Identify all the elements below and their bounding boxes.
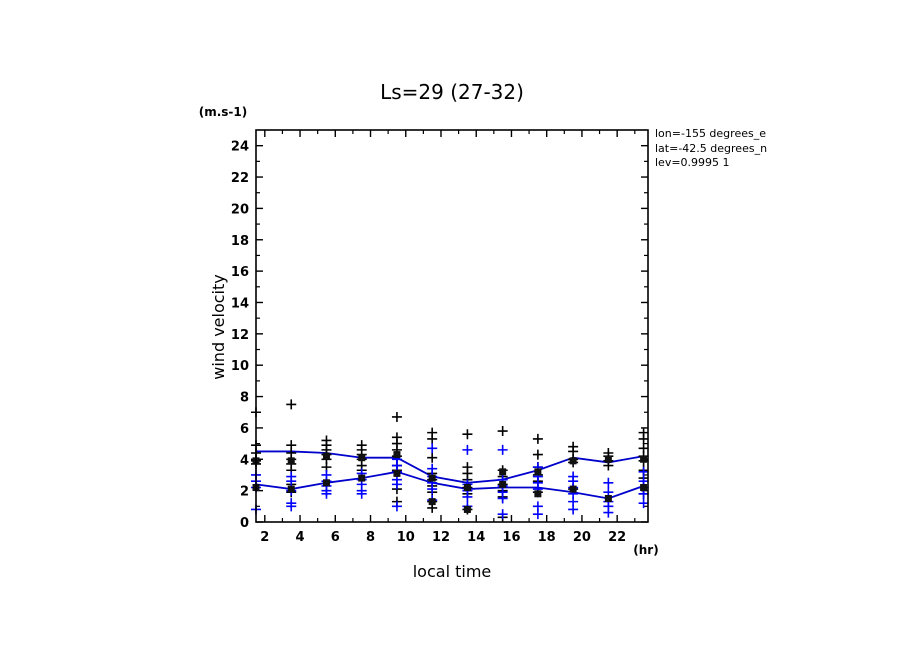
square-marker [287, 457, 295, 465]
square-marker [640, 484, 648, 492]
y-tick-label: 6 [240, 422, 249, 437]
plus-marker [638, 466, 649, 477]
y-tick-label: 20 [231, 202, 249, 217]
y-tick-label: 12 [231, 328, 249, 343]
square-marker [569, 485, 577, 493]
square-marker [463, 484, 471, 492]
x-tick-label: 18 [538, 530, 556, 545]
plus-marker [321, 488, 332, 499]
y-tick-label: 24 [231, 140, 249, 155]
plus-marker [638, 433, 649, 444]
y-axis-unit: (m.s-1) [199, 105, 248, 119]
plus-marker [391, 501, 402, 512]
y-tick-label: 2 [240, 485, 249, 500]
plus-marker [532, 449, 543, 460]
x-axis-label: local time [413, 562, 492, 581]
plus-marker [286, 399, 297, 410]
y-tick-label: 22 [231, 171, 249, 186]
square-marker [358, 474, 366, 482]
square-marker [463, 505, 471, 513]
data-points [251, 399, 649, 523]
chart-title: Ls=29 (27-32) [380, 80, 524, 104]
plus-marker [497, 444, 508, 455]
x-tick-label: 10 [397, 530, 415, 545]
y-tick-label: 8 [240, 391, 249, 406]
x-tick-label: 6 [331, 530, 340, 545]
y-tick-label: 14 [231, 296, 249, 311]
plus-marker [427, 433, 438, 444]
x-tick-label: 20 [573, 530, 591, 545]
y-tick-label: 16 [231, 265, 249, 280]
plus-marker [603, 507, 614, 518]
mean-line [256, 450, 644, 484]
info-lon: lon=-155 degrees_e [655, 127, 766, 140]
plus-marker [427, 452, 438, 463]
square-marker [322, 479, 330, 487]
x-axis-unit: (hr) [633, 543, 658, 557]
info-lev: lev=0.9995 1 [655, 156, 730, 169]
x-tick-label: 8 [366, 530, 375, 545]
square-marker [428, 474, 436, 482]
square-marker [640, 455, 648, 463]
plus-marker [286, 501, 297, 512]
plus-marker [497, 493, 508, 504]
square-marker [358, 454, 366, 462]
plus-marker [462, 444, 473, 455]
plus-marker [497, 509, 508, 520]
x-tick-label: 14 [467, 530, 485, 545]
plus-marker [427, 443, 438, 454]
square-marker [393, 451, 401, 459]
x-tick-label: 12 [432, 530, 450, 545]
plus-marker [286, 476, 297, 487]
plus-marker [462, 491, 473, 502]
square-marker [322, 452, 330, 460]
plus-marker [532, 433, 543, 444]
square-marker [534, 490, 542, 498]
square-marker [534, 468, 542, 476]
y-tick-label: 4 [240, 453, 249, 468]
plus-marker [391, 411, 402, 422]
plus-marker [568, 504, 579, 515]
x-tick-label: 2 [260, 530, 269, 545]
x-tick-label: 22 [608, 530, 626, 545]
square-marker [287, 485, 295, 493]
plus-marker [391, 479, 402, 490]
square-marker [393, 469, 401, 477]
plus-marker [497, 426, 508, 437]
y-axis-label: wind velocity [209, 274, 228, 379]
info-lat: lat=-42.5 degrees_n [655, 142, 767, 155]
square-marker [499, 480, 507, 488]
y-tick-label: 10 [231, 359, 249, 374]
square-marker [604, 455, 612, 463]
mean-line [255, 470, 644, 500]
x-tick-label: 4 [296, 530, 305, 545]
mean-lines [255, 450, 644, 500]
plus-marker [638, 498, 649, 509]
plus-marker [462, 429, 473, 440]
square-marker [499, 468, 507, 476]
y-tick-label: 0 [240, 516, 249, 531]
plot-frame [255, 129, 649, 523]
square-marker [604, 494, 612, 502]
plus-marker [532, 509, 543, 520]
plus-marker [356, 488, 367, 499]
plus-marker [603, 477, 614, 488]
plus-marker [427, 484, 438, 495]
y-tick-label: 18 [231, 234, 249, 249]
square-marker [569, 457, 577, 465]
square-marker [428, 498, 436, 506]
x-tick-label: 16 [502, 530, 520, 545]
